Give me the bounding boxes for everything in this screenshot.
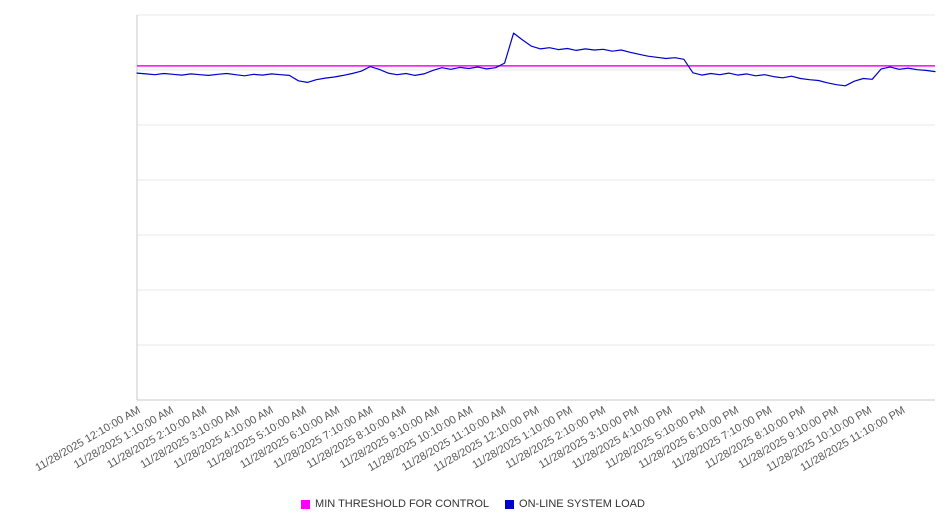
threshold-legend-swatch xyxy=(301,499,311,509)
chart-legend: MIN THRESHOLD FOR CONTROL ON-LINE SYSTEM… xyxy=(0,498,946,510)
system-load-legend-label: ON-LINE SYSTEM LOAD xyxy=(519,498,645,510)
system-load-legend-swatch xyxy=(505,499,515,509)
threshold-legend-label: MIN THRESHOLD FOR CONTROL xyxy=(315,498,490,510)
legend-item-system-load[interactable]: ON-LINE SYSTEM LOAD xyxy=(505,498,645,510)
legend-item-min-threshold[interactable]: MIN THRESHOLD FOR CONTROL xyxy=(301,498,489,510)
system-load-line xyxy=(136,32,936,87)
